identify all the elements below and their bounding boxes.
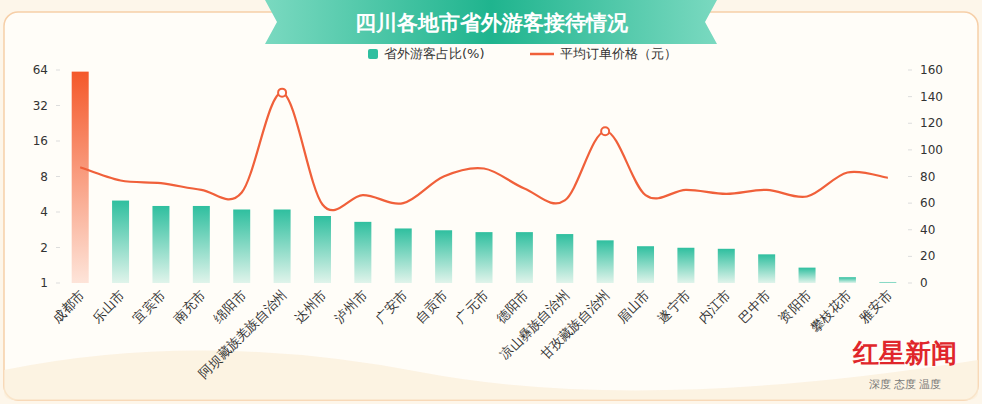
y2-tick-label: 60 <box>920 196 935 210</box>
x-tick-label: 遂宁市 <box>655 288 693 326</box>
x-tick-label: 雅安市 <box>857 288 895 326</box>
x-tick-label: 达州市 <box>291 288 329 326</box>
bar <box>233 210 250 283</box>
x-tick-label: 广安市 <box>372 288 410 326</box>
x-tick-label: 甘孜藏族自治州 <box>537 288 612 363</box>
y-tick-label: 32 <box>33 99 48 113</box>
bar <box>758 254 775 283</box>
title-banner <box>265 0 717 44</box>
bar <box>839 277 856 283</box>
card <box>4 12 978 400</box>
y-tick-label: 4 <box>40 205 48 219</box>
x-tick-label: 南充市 <box>170 288 208 326</box>
chart-container: 四川各地市省外游客接待情况 1 2 4 8 16 32 64 0 20 40 60 80 100 120 14… <box>0 0 982 404</box>
legend-swatch <box>368 49 378 59</box>
plot-area <box>72 72 897 283</box>
bar <box>879 282 896 283</box>
bar <box>476 232 493 283</box>
y2-tick-label: 40 <box>920 223 935 237</box>
y2-tick <box>908 229 912 230</box>
bar <box>112 201 129 283</box>
chart-svg: 四川各地市省外游客接待情况 1 2 4 8 16 32 64 0 20 40 60 80 100 120 14… <box>0 0 982 404</box>
bar <box>556 234 573 283</box>
x-tick-label: 资阳市 <box>776 288 814 326</box>
y-tick <box>56 105 60 106</box>
legend-label: 省外游客占比(%) <box>384 46 485 61</box>
bar <box>274 210 291 283</box>
x-tick-label: 自贡市 <box>413 288 451 326</box>
y2-tick-label: 100 <box>920 143 943 157</box>
x-tick-label: 广元市 <box>453 288 491 326</box>
y2-tick-label: 80 <box>920 170 935 184</box>
y2-tick-label: 20 <box>920 249 935 263</box>
y2-tick <box>908 149 912 150</box>
x-tick-label: 巴中市 <box>736 288 774 326</box>
bar <box>72 72 89 283</box>
bar <box>637 246 654 283</box>
bar <box>718 249 735 283</box>
y-tick <box>56 212 60 213</box>
y-tick <box>56 247 60 248</box>
y2-tick <box>908 256 912 257</box>
x-tick-label: 泸州市 <box>332 288 370 326</box>
watermark-slogan: 深度 态度 温度 <box>869 378 942 391</box>
x-tick-label: 阿坝藏族羌族自治州 <box>196 288 289 381</box>
watermark-logo: 红星新闻 <box>852 338 957 368</box>
y-tick <box>56 141 60 142</box>
y2-tick-label: 140 <box>920 90 943 104</box>
x-tick-label: 成都市 <box>49 288 87 326</box>
y-tick-label: 16 <box>33 134 48 148</box>
y2-tick <box>908 123 912 124</box>
title: 四川各地市省外游客接待情况 <box>355 11 629 35</box>
bar <box>516 232 533 283</box>
peak-marker <box>278 89 286 97</box>
y2-tick <box>908 96 912 97</box>
y2-tick-label: 160 <box>920 63 943 77</box>
legend-swatch <box>530 53 554 56</box>
bar <box>597 240 614 283</box>
bar <box>677 248 694 283</box>
y2-tick <box>908 203 912 204</box>
y-tick <box>56 283 60 284</box>
x-tick-label: 宜宾市 <box>130 288 168 326</box>
y-tick <box>56 70 60 71</box>
y-tick <box>56 176 60 177</box>
bar <box>435 230 452 283</box>
y-tick-label: 2 <box>40 241 48 255</box>
line <box>80 93 888 211</box>
peak-marker <box>601 127 609 135</box>
x-tick-label: 内江市 <box>695 288 733 326</box>
bar <box>354 222 371 283</box>
x-tick-label: 绵阳市 <box>211 288 249 326</box>
bar <box>152 206 169 283</box>
x-tick-label: 攀枝花市 <box>807 288 854 335</box>
bar <box>799 268 816 283</box>
y-tick-label: 1 <box>40 276 48 290</box>
x-tick-label: 眉山市 <box>614 288 652 326</box>
y-tick-label: 8 <box>40 170 48 184</box>
bar <box>395 228 412 283</box>
bar <box>314 216 331 283</box>
y2-tick-label: 0 <box>920 276 928 290</box>
y2-tick <box>908 176 912 177</box>
bar <box>193 206 210 283</box>
legend-label: 平均订单价格（元） <box>560 46 677 61</box>
y2-tick <box>908 283 912 284</box>
x-tick-label: 乐山市 <box>90 288 128 326</box>
x-tick-label: 德阳市 <box>493 288 531 326</box>
y2-tick-label: 120 <box>920 116 943 130</box>
decor-wave <box>4 350 978 400</box>
x-tick-label: 凉山彝族自治州 <box>497 288 572 363</box>
y2-tick <box>908 70 912 71</box>
y-tick-label: 64 <box>33 63 48 77</box>
